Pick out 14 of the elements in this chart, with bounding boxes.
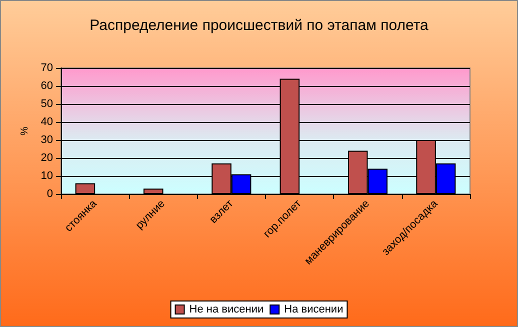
legend-label: Не на висении — [189, 304, 264, 316]
y-axis-title: % — [19, 126, 30, 136]
y-tick-label: 30 — [40, 134, 53, 146]
y-tick-label: 10 — [40, 170, 53, 182]
y-tick-label: 40 — [40, 116, 53, 128]
chart-title: Распределение происшествий по этапам полета — [90, 17, 430, 34]
bar — [143, 188, 164, 194]
bar — [75, 183, 96, 194]
y-tick-label: 20 — [40, 152, 53, 164]
y-tick-label: 60 — [40, 80, 53, 92]
y-tick-label: 0 — [46, 188, 53, 200]
y-tick-label: 50 — [40, 98, 53, 110]
legend-label: На висении — [284, 304, 344, 316]
y-tick-label: 70 — [40, 62, 53, 74]
